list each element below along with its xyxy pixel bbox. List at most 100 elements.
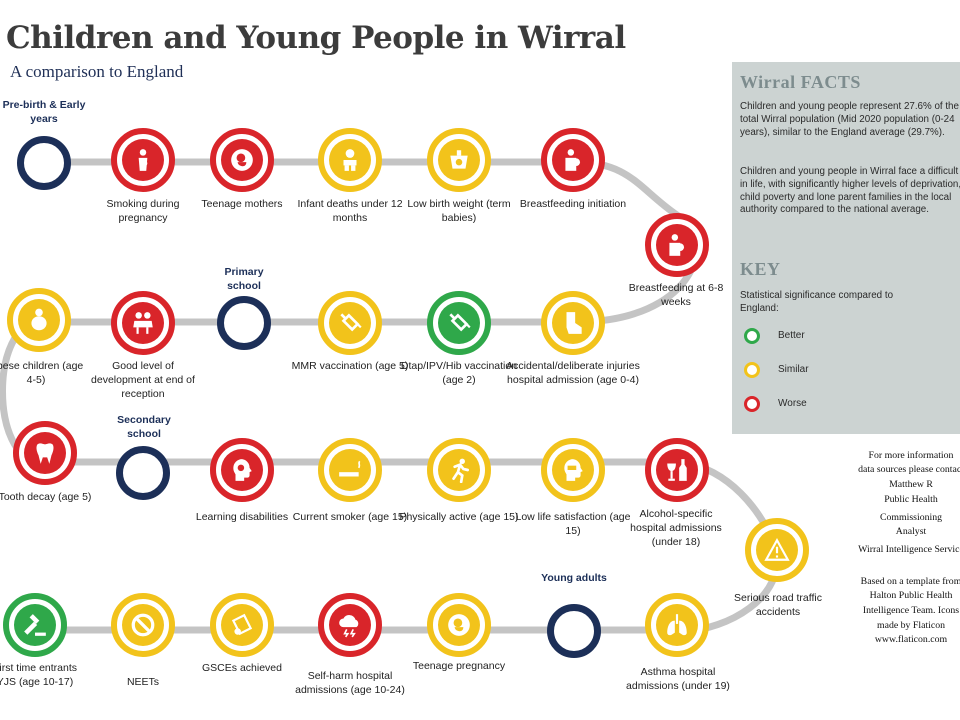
indicator-physically-active bbox=[427, 438, 491, 502]
stage-ring-primary bbox=[217, 296, 271, 350]
indicator-teenage-mothers bbox=[210, 128, 274, 192]
stage-label-secondary: Secondary school bbox=[117, 414, 171, 440]
key-similar-label: Similar bbox=[778, 364, 809, 375]
label-teenage-pregnancy: Teenage pregnancy bbox=[412, 660, 506, 672]
key-heading: KEY bbox=[740, 259, 781, 279]
indicator-learning-disabilities bbox=[210, 438, 274, 502]
cigarette-icon bbox=[339, 460, 361, 477]
label-alcohol-admissions: Alcohol-specific hospital admissions (un… bbox=[630, 508, 722, 548]
page-subtitle: A comparison to England bbox=[10, 62, 184, 81]
stage-ring-secondary bbox=[116, 446, 170, 500]
label-obese-children: Obese children (age 4-5) bbox=[0, 360, 84, 386]
facts-panel: Wirral FACTS Children and young people r… bbox=[732, 62, 960, 434]
indicator-first-time-entrants bbox=[3, 593, 67, 657]
label-good-development: Good level of development at end of rece… bbox=[91, 360, 195, 400]
indicator-smoking-pregnancy bbox=[111, 128, 175, 192]
syringe-icon bbox=[449, 313, 471, 332]
foetus-icon bbox=[448, 614, 470, 636]
mother-baby-icon bbox=[669, 234, 685, 256]
indicator-low-birth-weight bbox=[427, 128, 491, 192]
contact-line: made by Flaticon bbox=[876, 620, 946, 631]
label-first-time-entrants: First time entrants YJS (age 10-17) bbox=[0, 662, 78, 688]
contact-line: data sources please contact bbox=[858, 464, 960, 475]
contact-line: Matthew R bbox=[889, 479, 933, 490]
label-life-satisfaction: Low life satisfaction (age 15) bbox=[515, 511, 631, 537]
facts-paragraph-2: Children and young people in Wirral face… bbox=[740, 166, 960, 216]
label-injuries-admission: Accidental/deliberate injuries hospital … bbox=[506, 360, 640, 386]
indicator-obese-children bbox=[7, 288, 71, 352]
indicator-breastfeeding-6-8 bbox=[645, 213, 709, 277]
indicator-teenage-pregnancy bbox=[427, 593, 491, 657]
label-asthma: Asthma hospital admissions (under 19) bbox=[626, 666, 730, 692]
facts-paragraph-1: Children and young people represent 27.6… bbox=[740, 101, 959, 138]
obese-child-icon bbox=[31, 308, 47, 331]
tooth-icon bbox=[36, 443, 54, 464]
running-icon bbox=[452, 458, 470, 483]
contact-line: Intelligence Team. Icons bbox=[862, 605, 960, 616]
indicator-infant-deaths bbox=[318, 128, 382, 192]
head-battery-icon bbox=[564, 459, 583, 481]
mother-baby-icon bbox=[565, 149, 581, 171]
indicator-breastfeeding-initiation bbox=[541, 128, 605, 192]
indicator-dtap bbox=[427, 291, 491, 355]
head-gear-icon bbox=[233, 459, 252, 481]
key-intro: Statistical significance compared to Eng… bbox=[740, 290, 894, 314]
label-teenage-mothers: Teenage mothers bbox=[201, 198, 283, 210]
indicator-self-harm bbox=[318, 593, 382, 657]
contact-line: For more information bbox=[868, 450, 954, 461]
stage-label-pre-birth: Pre-birth & Early years bbox=[2, 99, 86, 125]
contact-line: Commissioning bbox=[879, 512, 943, 523]
contact-line: Halton Public Health bbox=[869, 590, 953, 601]
key-better-label: Better bbox=[778, 330, 805, 341]
label-low-birth-weight: Low birth weight (term babies) bbox=[407, 198, 511, 224]
label-tooth-decay: Tooth decay (age 5) bbox=[0, 491, 92, 503]
diploma-icon bbox=[231, 613, 253, 636]
indicator-injuries-admission bbox=[541, 291, 605, 355]
label-smoking-pregnancy: Smoking during pregnancy bbox=[106, 198, 180, 224]
contact-line: Analyst bbox=[895, 526, 927, 537]
key-worse-label: Worse bbox=[778, 398, 807, 409]
indicator-neets bbox=[111, 593, 175, 657]
contact-line: Public Health bbox=[884, 494, 938, 505]
warning-icon bbox=[764, 538, 790, 561]
scales-icon bbox=[450, 150, 468, 169]
storm-cloud-icon bbox=[339, 615, 359, 638]
indicator-road-accidents bbox=[745, 518, 809, 582]
indicator-alcohol-admissions bbox=[645, 438, 709, 502]
label-neets: NEETs bbox=[126, 676, 160, 688]
contact-line: Wirral Intelligence Service bbox=[858, 544, 960, 555]
label-learning-disabilities: Learning disabilities bbox=[195, 511, 289, 523]
gavel-icon bbox=[24, 614, 46, 636]
indicator-asthma bbox=[645, 593, 709, 657]
stage-label-young-adults: Young adults bbox=[541, 572, 607, 584]
stage-ring-young-adults bbox=[547, 604, 601, 658]
label-road-accidents: Serious road traffic accidents bbox=[734, 592, 822, 618]
label-breastfeeding-initiation: Breastfeeding initiation bbox=[519, 198, 627, 210]
wine-bottle-icon bbox=[667, 459, 687, 481]
stage-label-primary: Primary school bbox=[224, 266, 264, 292]
label-current-smoker: Current smoker (age 15) bbox=[292, 511, 408, 523]
key-similar-ring bbox=[744, 362, 760, 378]
key-worse-ring bbox=[744, 396, 760, 412]
plaster-cast-icon bbox=[566, 312, 582, 334]
contact-line: Based on a template from bbox=[860, 576, 960, 587]
contact-line: www.flaticon.com bbox=[874, 634, 948, 645]
indicator-gcses bbox=[210, 593, 274, 657]
label-physically-active: Physically active (age 15) bbox=[399, 511, 519, 523]
indicator-mmr bbox=[318, 291, 382, 355]
label-self-harm: Self-harm hospital admissions (age 10-24… bbox=[295, 670, 405, 696]
label-mmr: MMR vaccination (age 5) bbox=[291, 360, 409, 372]
stage-ring-pre-birth bbox=[17, 136, 71, 190]
label-infant-deaths: Infant deaths under 12 months bbox=[297, 198, 403, 224]
foetus-icon bbox=[231, 149, 253, 171]
baby-icon bbox=[343, 149, 357, 171]
indicator-good-development bbox=[111, 291, 175, 355]
children-icon bbox=[133, 312, 153, 334]
pregnant-smoker-icon bbox=[138, 149, 148, 171]
label-gcses: GSCEs achieved bbox=[202, 662, 282, 674]
label-dtap: Dtap/IPV/Hib vaccination (age 2) bbox=[400, 360, 518, 386]
indicator-life-satisfaction bbox=[541, 438, 605, 502]
lungs-icon bbox=[667, 614, 687, 636]
key-better-ring bbox=[744, 328, 760, 344]
syringe-icon bbox=[340, 313, 362, 332]
